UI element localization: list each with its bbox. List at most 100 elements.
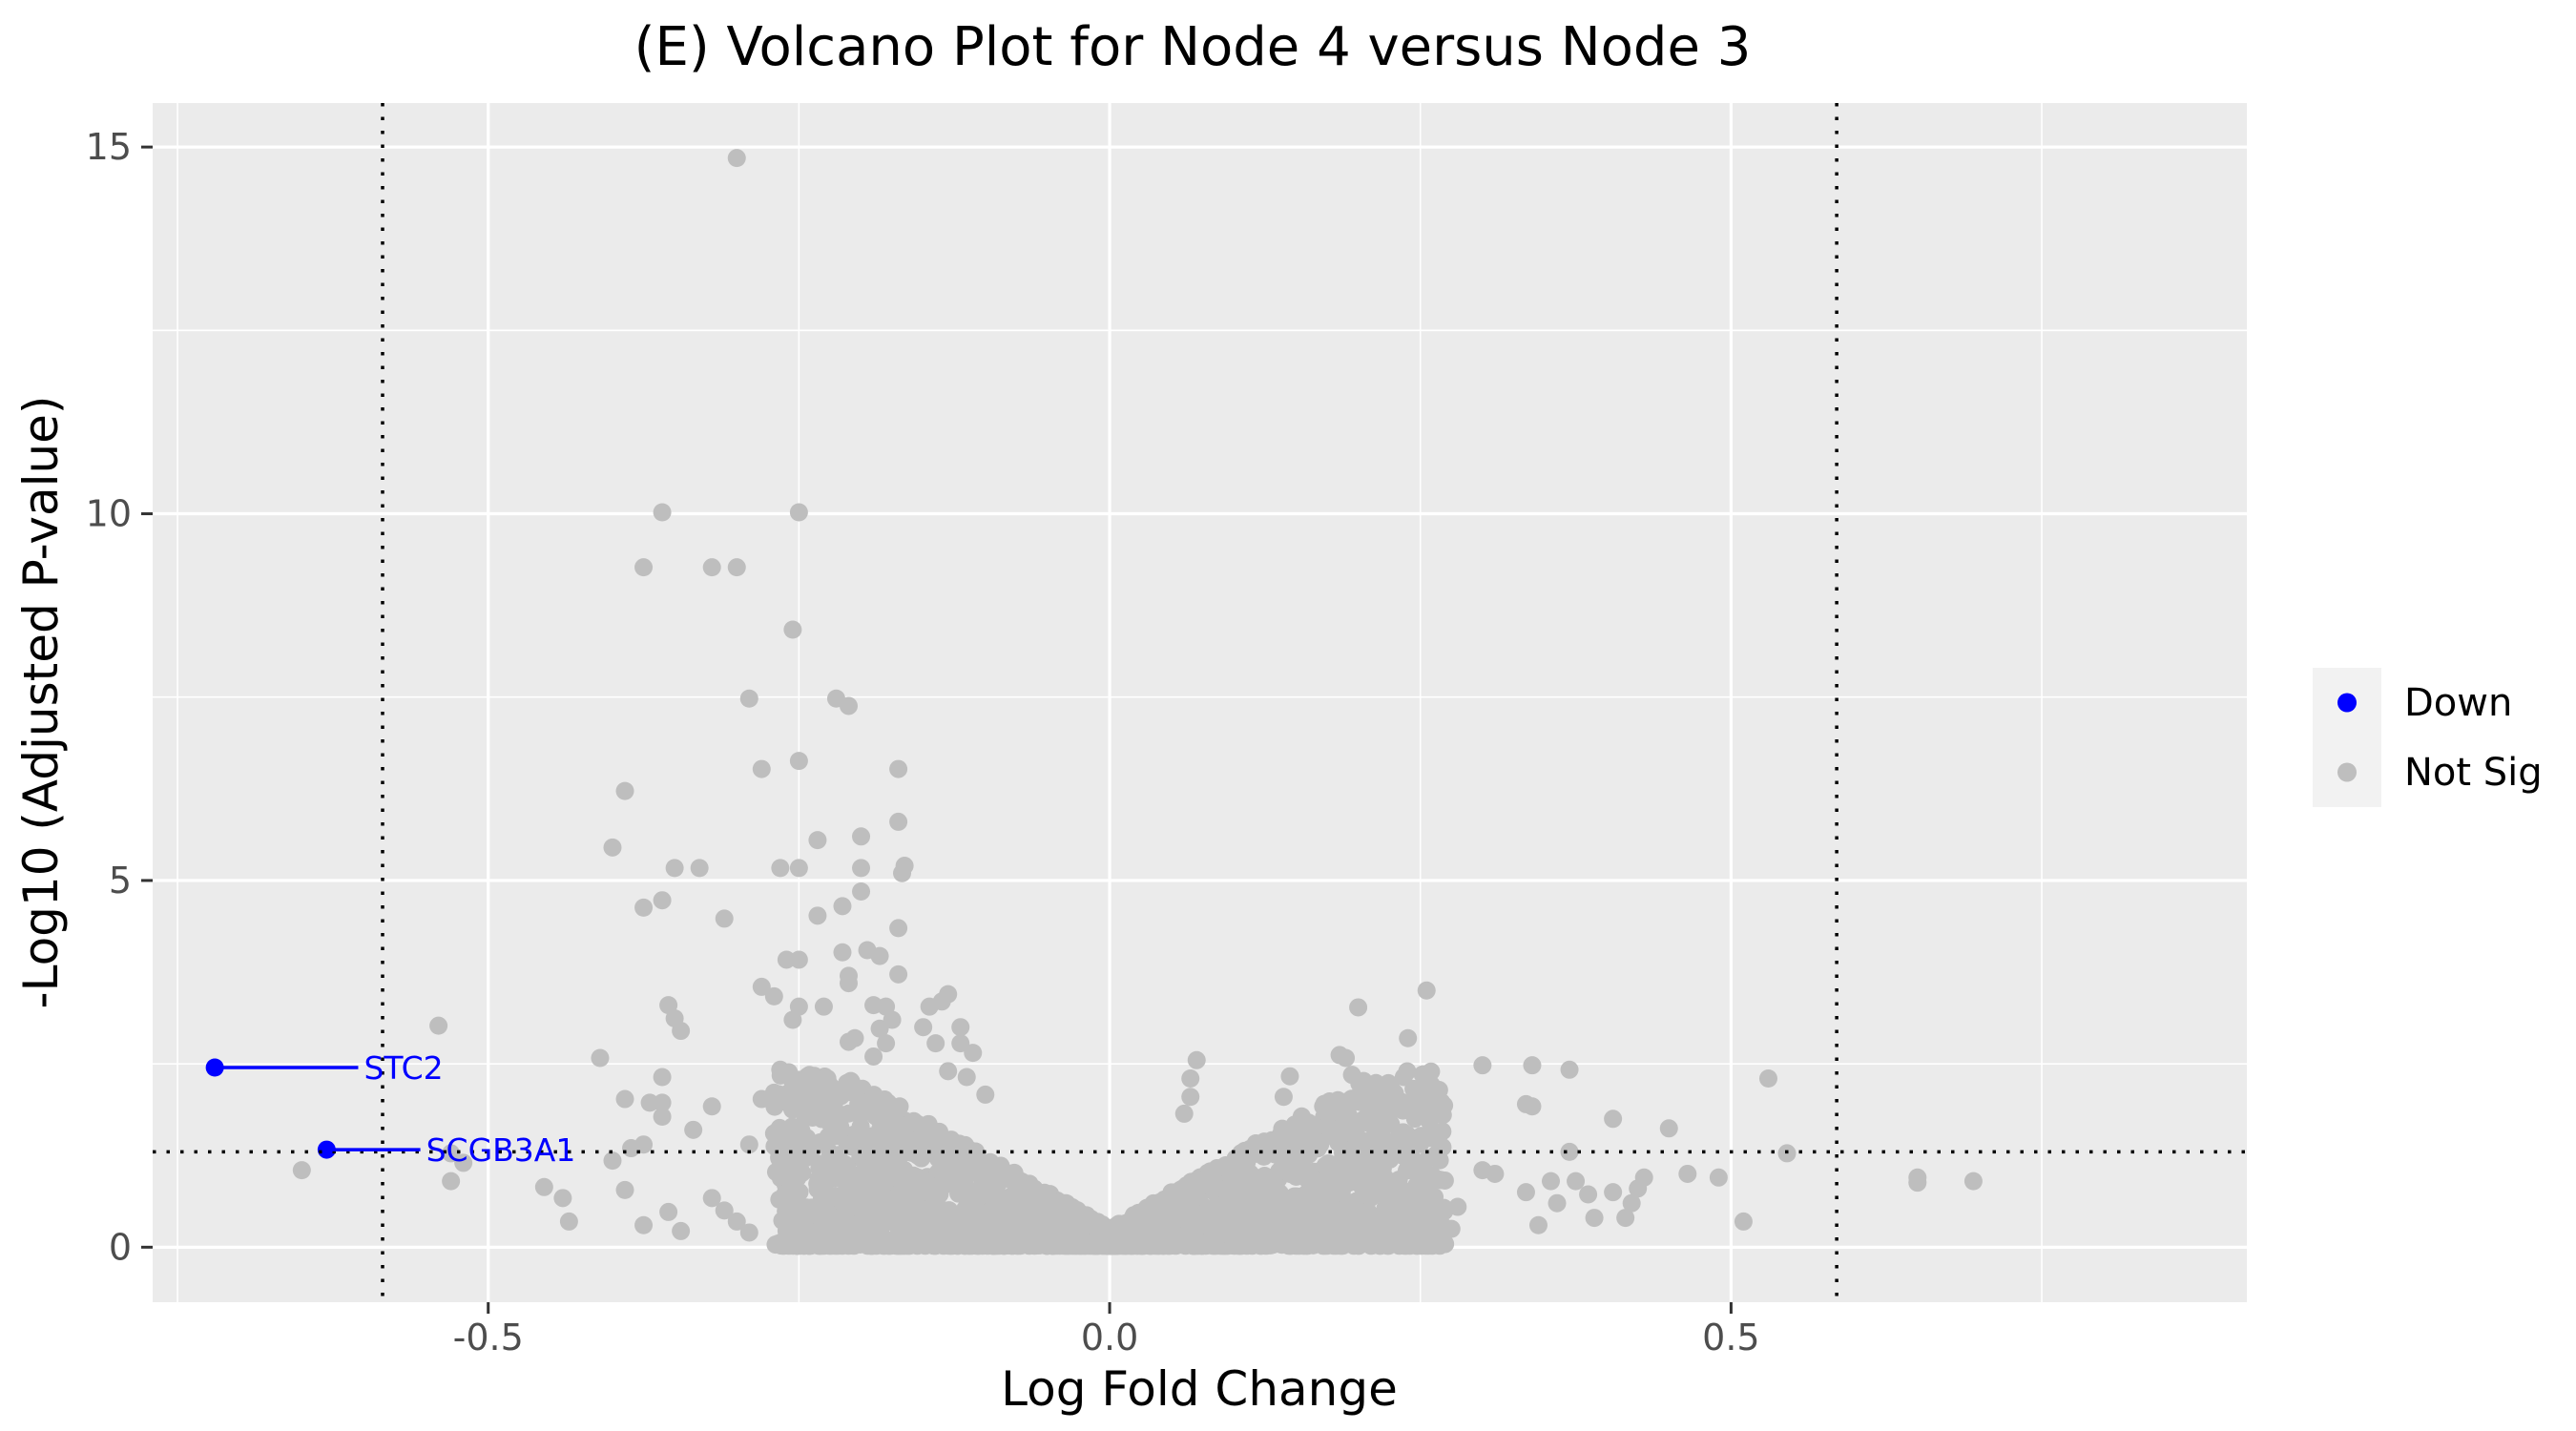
not-sig-point	[442, 1144, 461, 1163]
cloud-point	[1412, 1127, 1431, 1146]
cloud-point	[1344, 1151, 1363, 1171]
cloud-point	[1014, 1233, 1033, 1252]
not-sig-point	[833, 897, 852, 916]
cloud-point	[909, 1168, 928, 1187]
not-sig-point	[1528, 1215, 1548, 1234]
cloud-point	[959, 1161, 978, 1180]
not-sig-point	[852, 859, 871, 878]
not-sig-point	[702, 558, 721, 577]
not-sig-point	[889, 919, 908, 938]
not-sig-point	[789, 859, 808, 878]
not-sig-point	[715, 1201, 734, 1220]
not-sig-point	[1349, 998, 1368, 1017]
cloud-point	[1265, 1145, 1284, 1164]
not-sig-point	[1355, 1072, 1374, 1091]
cloud-point	[1409, 1153, 1428, 1172]
cloud-point	[1302, 1192, 1321, 1211]
not-sig-point	[808, 906, 827, 925]
cloud-point	[1001, 1164, 1020, 1183]
not-sig-point	[796, 1092, 815, 1111]
not-sig-point	[951, 1018, 970, 1037]
not-sig-point	[1542, 1172, 1561, 1191]
not-sig-point	[1579, 1185, 1598, 1204]
not-sig-point	[839, 1032, 858, 1051]
not-sig-point	[752, 759, 771, 778]
cloud-point	[838, 1213, 857, 1232]
y-axis-ticks: 0 5 10 15	[86, 126, 153, 1268]
cloud-point	[889, 1168, 908, 1187]
not-sig-point	[739, 1135, 758, 1154]
not-sig-point	[1448, 1197, 1467, 1216]
cloud-point	[1429, 1081, 1448, 1100]
not-sig-point	[634, 558, 654, 577]
not-sig-point	[672, 1221, 691, 1240]
not-sig-point	[615, 781, 634, 800]
cloud-point	[844, 1133, 863, 1152]
cloud-point	[1163, 1213, 1182, 1233]
not-sig-point	[777, 1092, 796, 1111]
not-sig-point	[783, 620, 802, 639]
cloud-point	[1132, 1207, 1151, 1226]
not-sig-point	[653, 1068, 672, 1087]
cloud-point	[1375, 1086, 1394, 1105]
not-sig-point	[951, 1034, 970, 1053]
x-tick-label: 0.5	[1702, 1317, 1759, 1358]
not-sig-point	[783, 1010, 802, 1029]
not-sig-point	[684, 1120, 703, 1139]
not-sig-point	[1374, 1172, 1393, 1191]
not-sig-point	[889, 812, 908, 831]
not-sig-point	[603, 1151, 622, 1171]
not-sig-point	[877, 1034, 896, 1053]
not-sig-point	[1963, 1172, 1983, 1191]
not-sig-point	[889, 964, 908, 984]
cloud-point	[812, 1191, 831, 1210]
cloud-point	[1031, 1202, 1050, 1221]
cloud-point	[1427, 1130, 1446, 1149]
not-sig-point	[1399, 1028, 1418, 1047]
cloud-point	[1254, 1171, 1273, 1190]
cloud-point	[1071, 1233, 1091, 1252]
not-sig-point	[615, 1089, 634, 1109]
not-sig-point	[653, 891, 672, 910]
not-sig-point	[739, 1223, 758, 1242]
not-sig-point	[789, 503, 808, 522]
cloud-point	[1319, 1116, 1338, 1135]
cloud-point	[988, 1174, 1008, 1193]
not-sig-point	[1280, 1067, 1299, 1086]
cloud-point	[859, 1169, 878, 1188]
cloud-point	[777, 1143, 796, 1162]
cloud-point	[839, 1236, 858, 1255]
cloud-point	[1411, 1104, 1430, 1123]
not-sig-point	[964, 1044, 983, 1063]
not-sig-point	[640, 1093, 659, 1112]
not-sig-point	[653, 503, 672, 522]
gene-label: SCGB3A1	[426, 1131, 576, 1169]
not-sig-point	[1616, 1209, 1635, 1228]
x-tick-label: -0.5	[453, 1317, 524, 1358]
cloud-point	[884, 1144, 904, 1163]
cloud-point	[824, 1209, 843, 1228]
y-tick-label: 10	[86, 493, 132, 535]
cloud-point	[1273, 1119, 1292, 1138]
cloud-point	[1361, 1149, 1381, 1168]
y-tick-label: 0	[109, 1226, 132, 1268]
chart-title: (E) Volcano Plot for Node 4 versus Node …	[634, 16, 1752, 78]
not-sig-point	[789, 950, 808, 969]
not-sig-point	[553, 1189, 572, 1208]
cloud-point	[1343, 1212, 1362, 1231]
not-sig-point	[603, 838, 622, 857]
not-sig-point	[1908, 1173, 1927, 1192]
not-sig-point	[1659, 1119, 1678, 1138]
cloud-point	[899, 1198, 918, 1217]
cloud-point	[966, 1218, 985, 1237]
not-sig-point	[852, 827, 871, 846]
not-sig-point	[926, 1034, 945, 1053]
cloud-point	[890, 1097, 909, 1116]
cloud-point	[1175, 1234, 1195, 1254]
cloud-point	[1154, 1190, 1174, 1209]
cloud-point	[1394, 1068, 1413, 1087]
not-sig-point	[653, 1093, 672, 1112]
cloud-point	[1376, 1110, 1395, 1129]
cloud-point	[772, 1168, 791, 1187]
not-sig-point	[1516, 1183, 1535, 1202]
